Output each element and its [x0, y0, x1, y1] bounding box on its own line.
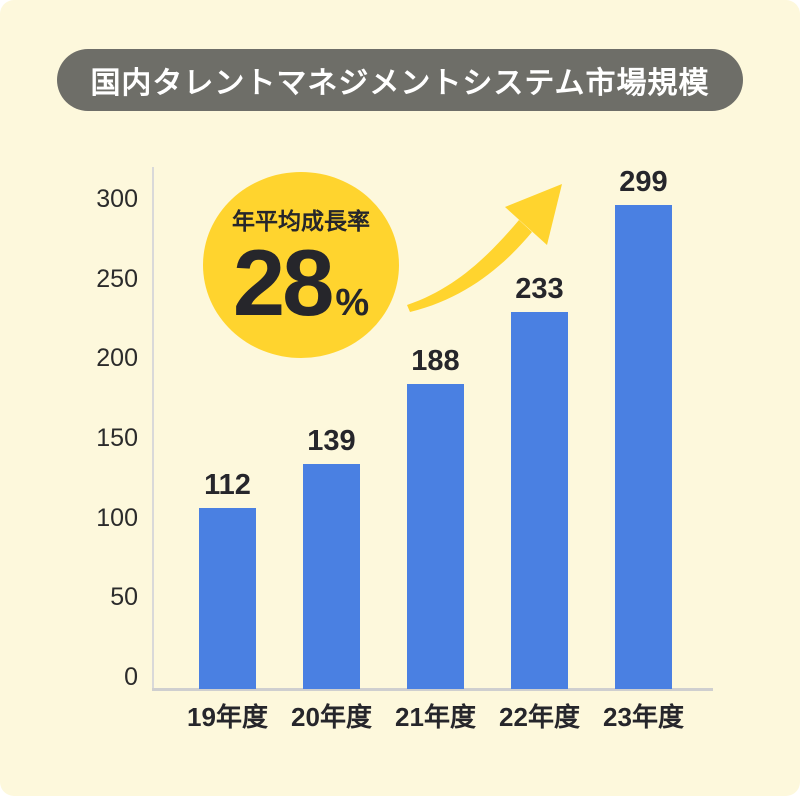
growth-arrow-icon — [407, 184, 562, 312]
x-axis-label: 23年度 — [603, 702, 684, 732]
y-axis-tick-label: 50 — [110, 583, 138, 612]
x-axis-label: 21年度 — [395, 702, 476, 732]
y-axis-line — [152, 167, 154, 690]
chart-bar — [303, 464, 360, 689]
chart-bar — [615, 205, 672, 689]
growth-rate-value-row: 28 % — [232, 230, 370, 336]
bar-value-label: 299 — [619, 166, 668, 198]
growth-rate-unit: % — [335, 282, 370, 325]
x-axis-line — [152, 688, 713, 691]
bar-value-label: 233 — [515, 273, 564, 305]
growth-rate-value: 28 — [232, 230, 335, 336]
y-axis-tick-label: 100 — [96, 503, 138, 532]
x-axis-label: 20年度 — [291, 702, 372, 732]
y-axis-tick-label: 200 — [96, 344, 138, 373]
chart-bar — [199, 508, 256, 689]
chart-bar — [511, 312, 568, 689]
y-axis-tick-label: 150 — [96, 424, 138, 452]
bar-value-label: 188 — [411, 345, 460, 377]
bar-value-label: 112 — [204, 469, 251, 501]
title-bar: 国内タレントマネジメントシステム市場規模 — [57, 49, 743, 111]
chart-bar — [407, 384, 464, 689]
bar-value-label: 139 — [307, 425, 356, 457]
x-axis-label: 19年度 — [187, 702, 268, 732]
x-axis-label: 22年度 — [499, 702, 580, 732]
y-axis-tick-label: 0 — [124, 663, 138, 691]
growth-rate-label: 年平均成長率 — [232, 208, 370, 235]
page-title: 国内タレントマネジメントシステム市場規模 — [90, 67, 710, 100]
growth-rate-badge: 年平均成長率 28 % — [203, 172, 399, 358]
y-axis-tick-label: 250 — [96, 264, 138, 293]
y-axis-tick-label: 300 — [96, 185, 138, 213]
